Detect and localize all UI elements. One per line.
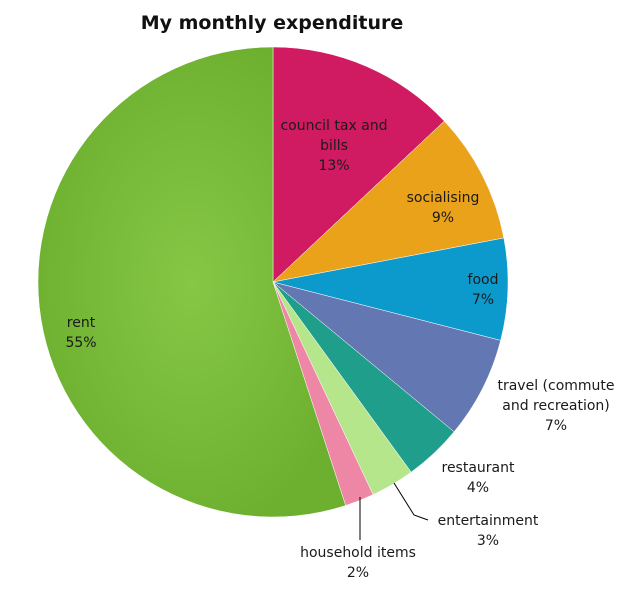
- slice-label-council-tax-and-bills: council tax and: [280, 118, 387, 134]
- pie-slice-travel-commute-and-recreation: [272, 281, 501, 433]
- slice-value-travel-commute-and-recreation: 7%: [545, 418, 567, 434]
- leader-lines: [359, 482, 429, 540]
- leader-line-entertainment: [393, 482, 429, 521]
- slice-label-travel-commute-and-recreation: travel (commute: [497, 378, 614, 394]
- slice-label-food: food: [468, 272, 499, 288]
- pie-slice-council-tax-and-bills: [272, 46, 445, 283]
- pie-slices: [37, 46, 509, 518]
- slice-value-rent: 55%: [65, 335, 96, 351]
- slice-label-household-items: household items: [300, 545, 416, 561]
- slice-label-entertainment: entertainment: [438, 513, 539, 529]
- slice-label-restaurant: restaurant: [442, 460, 516, 476]
- slice-labels: council tax and bills 13% socialising 9% food…: [65, 118, 614, 581]
- pie-slice-food: [272, 237, 509, 341]
- pie-slice-socialising: [272, 120, 505, 283]
- pie-slice-rent: [37, 46, 346, 518]
- slice-value-food: 7%: [472, 292, 494, 308]
- slice-value-entertainment: 3%: [477, 533, 499, 549]
- chart-title: My monthly expenditure: [141, 12, 404, 34]
- slice-label-travel-commute-and-recreation: and recreation): [502, 398, 609, 414]
- slice-label-socialising: socialising: [407, 190, 480, 206]
- slice-value-household-items: 2%: [347, 565, 369, 581]
- slice-label-rent: rent: [67, 315, 96, 331]
- slice-value-socialising: 9%: [432, 210, 454, 226]
- slice-value-restaurant: 4%: [467, 480, 489, 496]
- slice-label-council-tax-and-bills: bills: [320, 138, 348, 154]
- slice-value-council-tax-and-bills: 13%: [318, 158, 349, 174]
